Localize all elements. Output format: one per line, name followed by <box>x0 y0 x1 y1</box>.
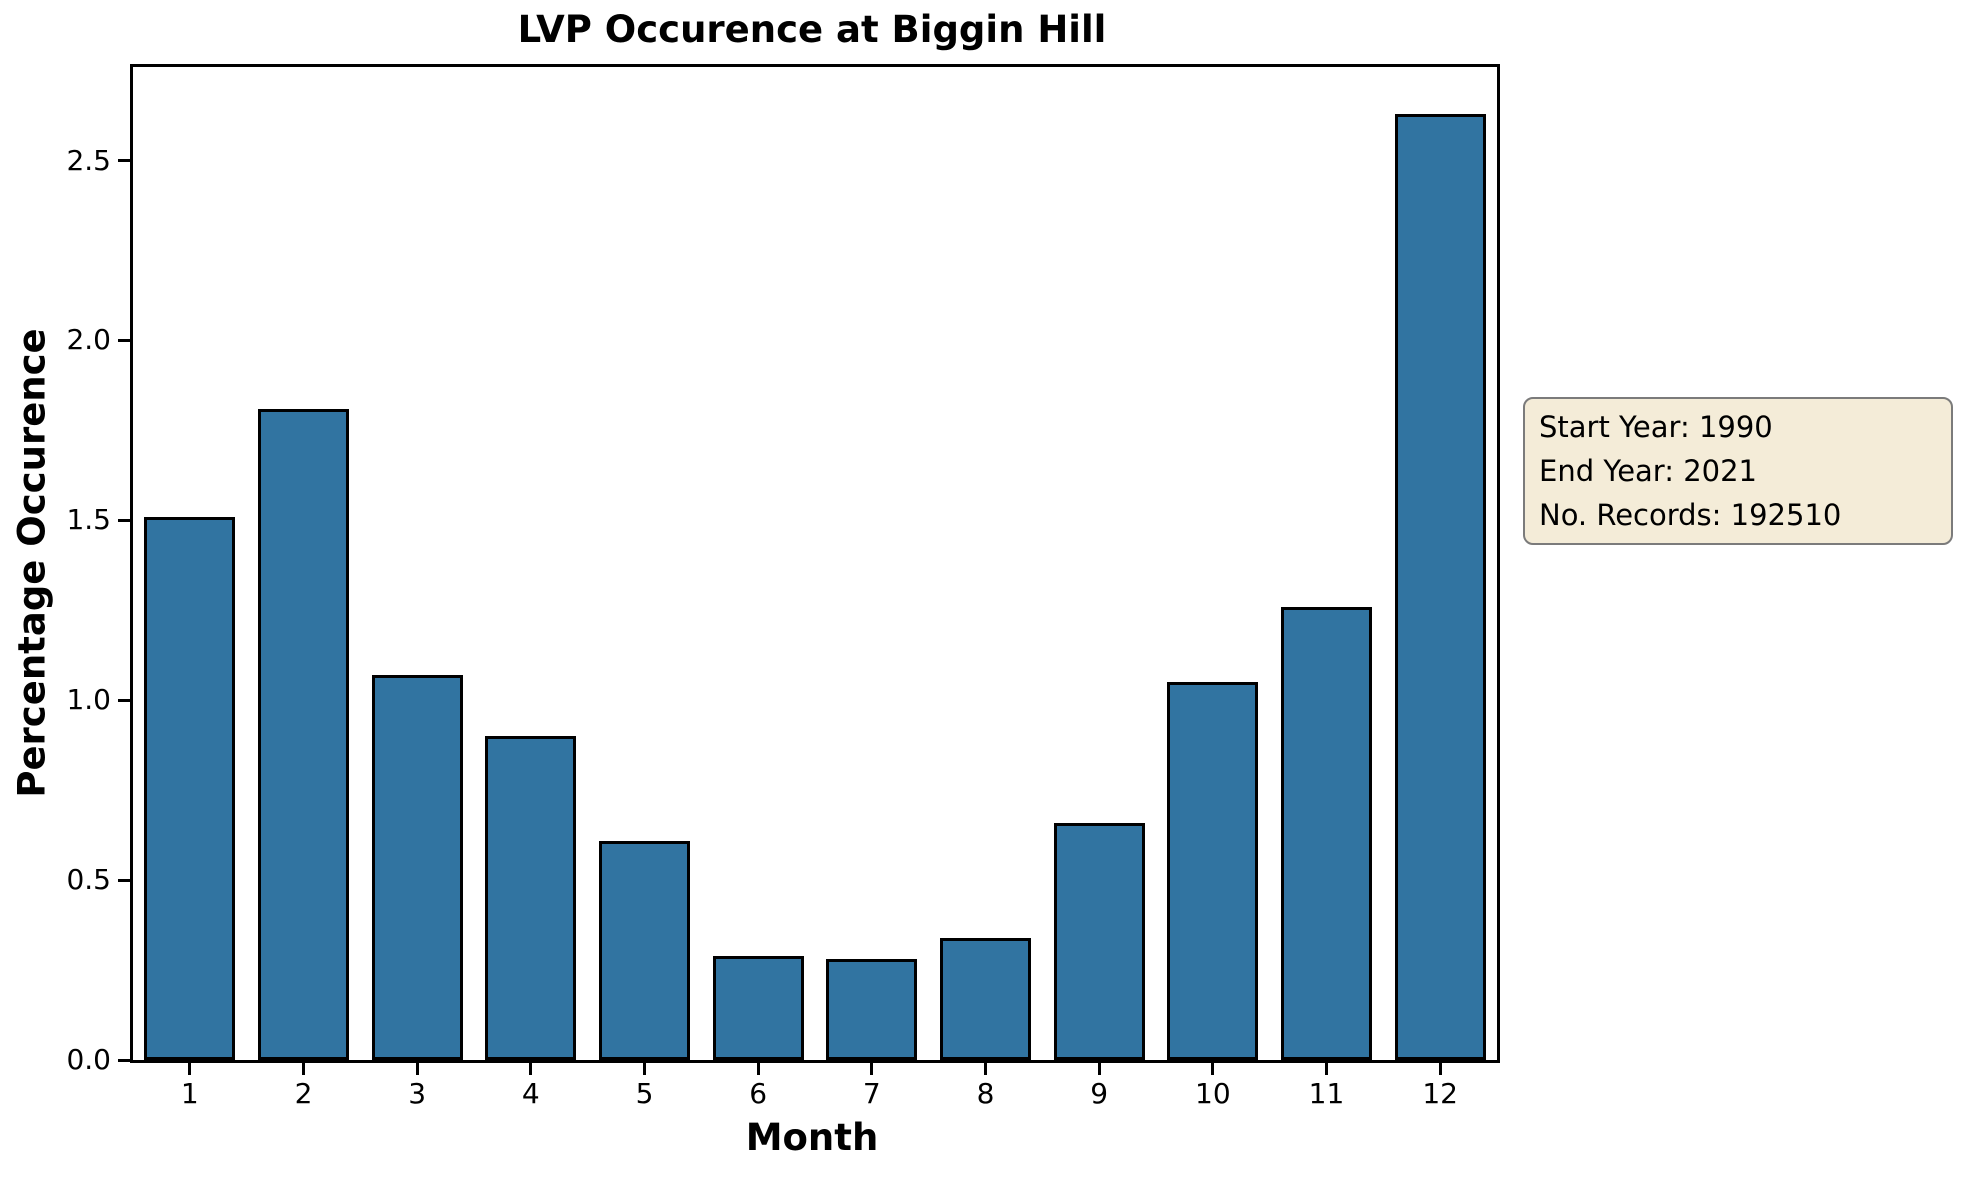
bar-month-6 <box>712 955 804 1060</box>
y-tick-label: 0.0 <box>66 1043 111 1076</box>
x-tick-mark <box>870 1063 874 1075</box>
y-tick-mark <box>118 159 130 163</box>
x-tick-mark <box>756 1063 760 1075</box>
x-tick-label: 2 <box>294 1077 313 1110</box>
annotation-line-start-year: Start Year: 1990 <box>1539 410 1773 444</box>
x-tick-label: 11 <box>1308 1077 1345 1110</box>
bar-month-7 <box>826 959 918 1060</box>
x-tick-mark <box>529 1063 533 1075</box>
x-tick-label: 1 <box>180 1077 199 1110</box>
x-tick-mark <box>1097 1063 1101 1075</box>
y-tick-mark <box>118 698 130 702</box>
y-tick-mark <box>118 878 130 882</box>
annotation-line-end-year: End Year: 2021 <box>1539 454 1758 488</box>
x-tick-label: 7 <box>862 1077 881 1110</box>
x-tick-mark <box>643 1063 646 1075</box>
y-tick-label: 2.5 <box>66 143 111 177</box>
x-tick-label: 6 <box>749 1077 768 1110</box>
x-tick-label: 3 <box>408 1077 427 1110</box>
x-tick-mark <box>984 1063 987 1075</box>
x-tick-mark <box>415 1063 419 1075</box>
annotation-line-records: No. Records: 192510 <box>1539 498 1842 532</box>
x-tick-label: 10 <box>1195 1077 1231 1110</box>
y-tick-mark <box>118 1058 130 1062</box>
bar-month-4 <box>485 736 577 1060</box>
bar-month-12 <box>1394 113 1486 1060</box>
plot-area: 1 2 3 4 5 6 7 8 9 10 11 12 0.0 0.5 1.0 1.5 2.0 2.5 <box>66 64 1500 1108</box>
x-tick-mark <box>188 1063 192 1075</box>
bar-month-2 <box>258 408 349 1060</box>
y-tick-label: 1.0 <box>66 683 111 717</box>
x-tick-label: 8 <box>976 1077 995 1110</box>
x-axis-label: Month <box>745 1116 879 1159</box>
bar-month-5 <box>599 840 690 1060</box>
x-tick-mark <box>302 1063 305 1075</box>
x-tick-mark <box>1211 1063 1215 1075</box>
bar-month-10 <box>1167 682 1259 1060</box>
x-tick-mark <box>1438 1063 1442 1075</box>
x-tick-label: 5 <box>635 1077 654 1110</box>
bar-month-8 <box>940 937 1031 1060</box>
x-tick-label: 12 <box>1422 1077 1458 1110</box>
bar-month-3 <box>371 675 463 1060</box>
chart-title: LVP Occurence at Biggin Hill <box>517 8 1107 51</box>
y-tick-mark <box>118 338 130 342</box>
x-tick-label: 4 <box>521 1077 540 1110</box>
y-tick-mark <box>118 518 130 522</box>
bar-month-1 <box>144 516 236 1060</box>
x-tick-label: 9 <box>1090 1077 1109 1110</box>
bar-month-11 <box>1281 606 1372 1060</box>
y-tick-label: 1.5 <box>66 503 111 537</box>
y-tick-label: 0.5 <box>66 863 111 897</box>
y-axis-label: Percentage Occurence <box>10 328 54 798</box>
y-tick-label: 2.0 <box>66 323 111 357</box>
annotation-box: Start Year: 1990 End Year: 2021 No. Reco… <box>1523 397 1953 545</box>
bar-month-9 <box>1053 822 1145 1060</box>
x-tick-mark <box>1325 1063 1328 1075</box>
